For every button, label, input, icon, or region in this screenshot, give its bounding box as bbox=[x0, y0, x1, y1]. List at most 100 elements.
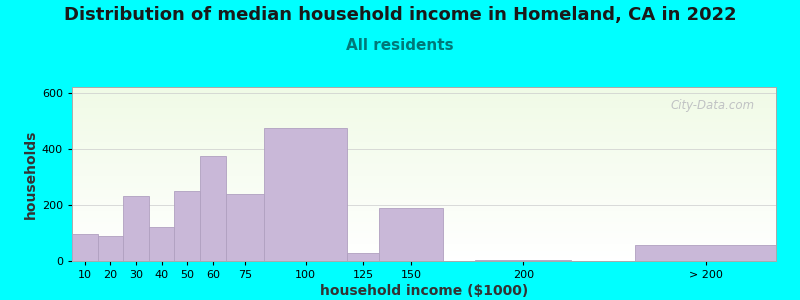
Bar bbox=[72, 260, 776, 261]
Bar bbox=[72, 159, 776, 160]
Bar bbox=[72, 103, 776, 104]
Bar bbox=[72, 247, 776, 248]
Bar bbox=[72, 227, 776, 228]
Bar bbox=[72, 184, 776, 185]
Bar bbox=[72, 123, 776, 124]
Bar bbox=[72, 122, 776, 123]
Bar bbox=[72, 92, 776, 93]
Bar bbox=[72, 250, 776, 251]
Bar bbox=[200, 156, 226, 261]
Bar bbox=[72, 124, 776, 125]
Bar bbox=[72, 167, 776, 168]
Bar bbox=[72, 130, 776, 131]
Bar bbox=[379, 208, 443, 261]
Bar bbox=[72, 244, 776, 245]
Bar bbox=[72, 220, 776, 221]
Bar bbox=[72, 131, 776, 132]
Bar bbox=[72, 168, 776, 169]
Bar bbox=[72, 221, 776, 222]
Bar bbox=[72, 96, 776, 97]
Bar bbox=[72, 254, 776, 255]
Bar bbox=[72, 125, 776, 126]
Bar bbox=[72, 132, 776, 133]
Bar bbox=[72, 88, 776, 89]
Bar bbox=[72, 129, 776, 130]
Bar bbox=[72, 114, 776, 115]
Bar bbox=[72, 197, 776, 198]
Bar bbox=[72, 154, 776, 155]
Bar bbox=[72, 172, 776, 173]
Bar bbox=[72, 105, 776, 106]
Bar bbox=[72, 199, 776, 200]
Y-axis label: households: households bbox=[24, 129, 38, 219]
Bar bbox=[72, 156, 776, 157]
Bar bbox=[72, 127, 776, 128]
Bar bbox=[72, 252, 776, 253]
Bar bbox=[72, 101, 776, 102]
Bar bbox=[72, 196, 776, 197]
Bar bbox=[174, 191, 200, 261]
Bar bbox=[72, 229, 776, 230]
Bar bbox=[72, 202, 776, 203]
Bar bbox=[72, 198, 776, 199]
Bar bbox=[72, 158, 776, 159]
Bar bbox=[475, 260, 571, 261]
X-axis label: household income ($1000): household income ($1000) bbox=[320, 284, 528, 298]
Bar bbox=[635, 245, 776, 261]
Bar bbox=[72, 139, 776, 140]
Bar bbox=[72, 106, 776, 107]
Bar bbox=[72, 116, 776, 117]
Bar bbox=[72, 238, 776, 239]
Bar bbox=[72, 98, 776, 99]
Bar bbox=[72, 133, 776, 134]
Bar bbox=[72, 177, 776, 178]
Bar bbox=[72, 107, 776, 108]
Bar bbox=[72, 108, 776, 109]
Bar bbox=[72, 231, 776, 232]
Bar bbox=[72, 111, 776, 112]
Bar bbox=[72, 190, 776, 191]
Bar bbox=[72, 246, 776, 247]
Bar bbox=[72, 225, 776, 226]
Bar bbox=[72, 215, 776, 216]
Bar bbox=[72, 233, 776, 234]
Bar bbox=[72, 212, 776, 213]
Bar bbox=[72, 163, 776, 164]
Bar bbox=[72, 245, 776, 246]
Bar bbox=[72, 214, 776, 215]
Bar bbox=[72, 119, 776, 120]
Bar bbox=[72, 164, 776, 165]
Text: All residents: All residents bbox=[346, 38, 454, 52]
Bar bbox=[72, 109, 776, 110]
Bar bbox=[72, 169, 776, 170]
Bar bbox=[72, 136, 776, 137]
Bar bbox=[72, 188, 776, 189]
Bar bbox=[72, 178, 776, 179]
Bar bbox=[72, 142, 776, 143]
Bar bbox=[72, 258, 776, 259]
Bar bbox=[72, 112, 776, 113]
Bar bbox=[72, 226, 776, 227]
Bar bbox=[72, 255, 776, 256]
Bar bbox=[72, 160, 776, 161]
Bar bbox=[123, 196, 149, 261]
Bar bbox=[72, 185, 776, 186]
Bar bbox=[72, 182, 776, 183]
Bar bbox=[72, 243, 776, 244]
Bar bbox=[72, 242, 776, 243]
Bar bbox=[72, 208, 776, 209]
Bar bbox=[72, 241, 776, 242]
Bar bbox=[72, 209, 776, 210]
Bar bbox=[72, 145, 776, 146]
Bar bbox=[72, 161, 776, 162]
Text: Distribution of median household income in Homeland, CA in 2022: Distribution of median household income … bbox=[64, 6, 736, 24]
Bar bbox=[72, 100, 776, 101]
Bar bbox=[72, 126, 776, 127]
Bar bbox=[72, 95, 776, 96]
Bar bbox=[72, 176, 776, 177]
Bar bbox=[72, 147, 776, 148]
Bar bbox=[72, 175, 776, 176]
Bar bbox=[72, 121, 776, 122]
Bar bbox=[72, 138, 776, 139]
Bar bbox=[72, 179, 776, 180]
